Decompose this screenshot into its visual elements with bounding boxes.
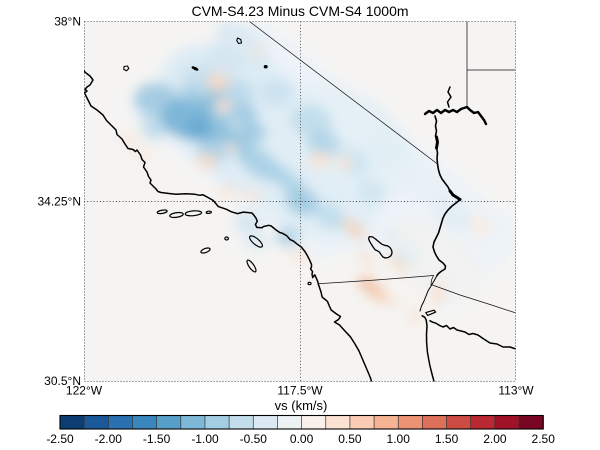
svg-text:CVM-S4.23 Minus CVM-S4 1000m: CVM-S4.23 Minus CVM-S4 1000m <box>191 3 408 19</box>
svg-text:vs (km/s): vs (km/s) <box>275 398 328 413</box>
svg-text:2.00: 2.00 <box>483 432 507 446</box>
svg-text:-2.50: -2.50 <box>46 432 74 446</box>
svg-text:2.50: 2.50 <box>532 432 556 446</box>
svg-text:38°N: 38°N <box>54 15 81 29</box>
svg-text:0.00: 0.00 <box>290 432 314 446</box>
svg-text:0.50: 0.50 <box>338 432 362 446</box>
svg-text:30.5°N: 30.5°N <box>44 374 81 388</box>
svg-text:1.00: 1.00 <box>387 432 411 446</box>
svg-text:117.5°W: 117.5°W <box>277 384 323 398</box>
svg-text:-1.00: -1.00 <box>191 432 219 446</box>
svg-text:34.25°N: 34.25°N <box>38 195 82 209</box>
svg-text:1.50: 1.50 <box>435 432 459 446</box>
svg-text:-2.00: -2.00 <box>95 432 123 446</box>
svg-text:122°W: 122°W <box>66 384 103 398</box>
svg-text:113°W: 113°W <box>498 384 534 398</box>
svg-text:-0.50: -0.50 <box>240 432 268 446</box>
svg-text:-1.50: -1.50 <box>143 432 171 446</box>
